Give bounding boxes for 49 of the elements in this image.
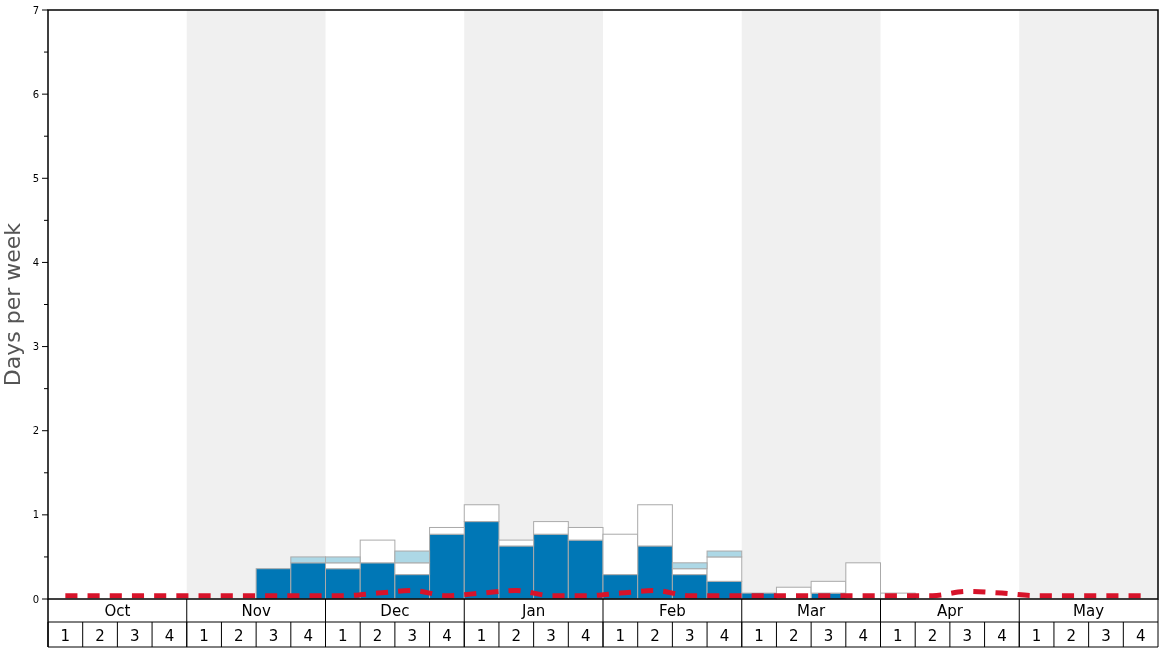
x-tick-label: 2 xyxy=(1066,627,1077,645)
x-tick-label: 4 xyxy=(997,627,1007,645)
x-tick-label: 4 xyxy=(303,627,313,645)
x-tick-label: 1 xyxy=(893,627,903,645)
y-tick-label: 7 xyxy=(32,4,39,16)
y-tick-label: 0 xyxy=(32,593,39,605)
x-tick-label: 3 xyxy=(407,627,417,645)
text: Apr xyxy=(936,602,964,620)
x-tick-label: 4 xyxy=(719,627,730,645)
x-tick-label: 3 xyxy=(684,627,695,645)
y-tick-label: 4 xyxy=(32,256,39,268)
x-tick-label: 3 xyxy=(268,627,279,645)
x-tick-label: 3 xyxy=(1101,627,1111,645)
x-tick-label: 1 xyxy=(338,627,348,645)
x-tick-label: 4 xyxy=(442,627,452,645)
x-tick-label: 1 xyxy=(754,627,764,645)
y-axis-title: Days per week xyxy=(0,222,25,387)
x-tick-label: 3 xyxy=(546,627,556,645)
x-tick-label: 4 xyxy=(1135,627,1146,645)
text: Oct xyxy=(104,602,131,620)
x-tick-label: 3 xyxy=(823,627,834,645)
x-tick-label: 3 xyxy=(962,627,972,645)
x-tick-label: 4 xyxy=(580,627,591,645)
y-tick-label: 6 xyxy=(32,88,39,100)
y-tick-label: 3 xyxy=(32,341,39,353)
x-tick-label: 2 xyxy=(789,627,799,645)
x-tick-label: 2 xyxy=(650,627,660,645)
x-tick-label: 2 xyxy=(511,627,522,645)
text: Jan xyxy=(521,602,546,620)
x-tick-label: 2 xyxy=(372,627,383,645)
x-tick-label: 2 xyxy=(234,627,244,645)
x-tick-label: 4 xyxy=(858,627,868,645)
x-tick-label: 2 xyxy=(95,627,105,645)
x-tick-label: 1 xyxy=(1031,627,1042,645)
y-tick-label: 2 xyxy=(32,425,39,437)
text: May xyxy=(1073,602,1105,620)
x-tick-label: 1 xyxy=(615,627,626,645)
y-tick-label: 5 xyxy=(32,172,39,184)
text: Nov xyxy=(241,602,271,620)
x-tick-label: 3 xyxy=(129,627,140,645)
x-tick-label: 1 xyxy=(199,627,209,645)
text: Mar xyxy=(796,602,827,620)
text: Dec xyxy=(380,602,410,620)
text: Feb xyxy=(659,602,686,620)
y-tick-label: 1 xyxy=(32,509,39,521)
x-tick-label: 1 xyxy=(476,627,487,645)
x-tick-label: 1 xyxy=(60,627,71,645)
x-tick-label: 4 xyxy=(164,627,175,645)
x-tick-label: 2 xyxy=(927,627,938,645)
